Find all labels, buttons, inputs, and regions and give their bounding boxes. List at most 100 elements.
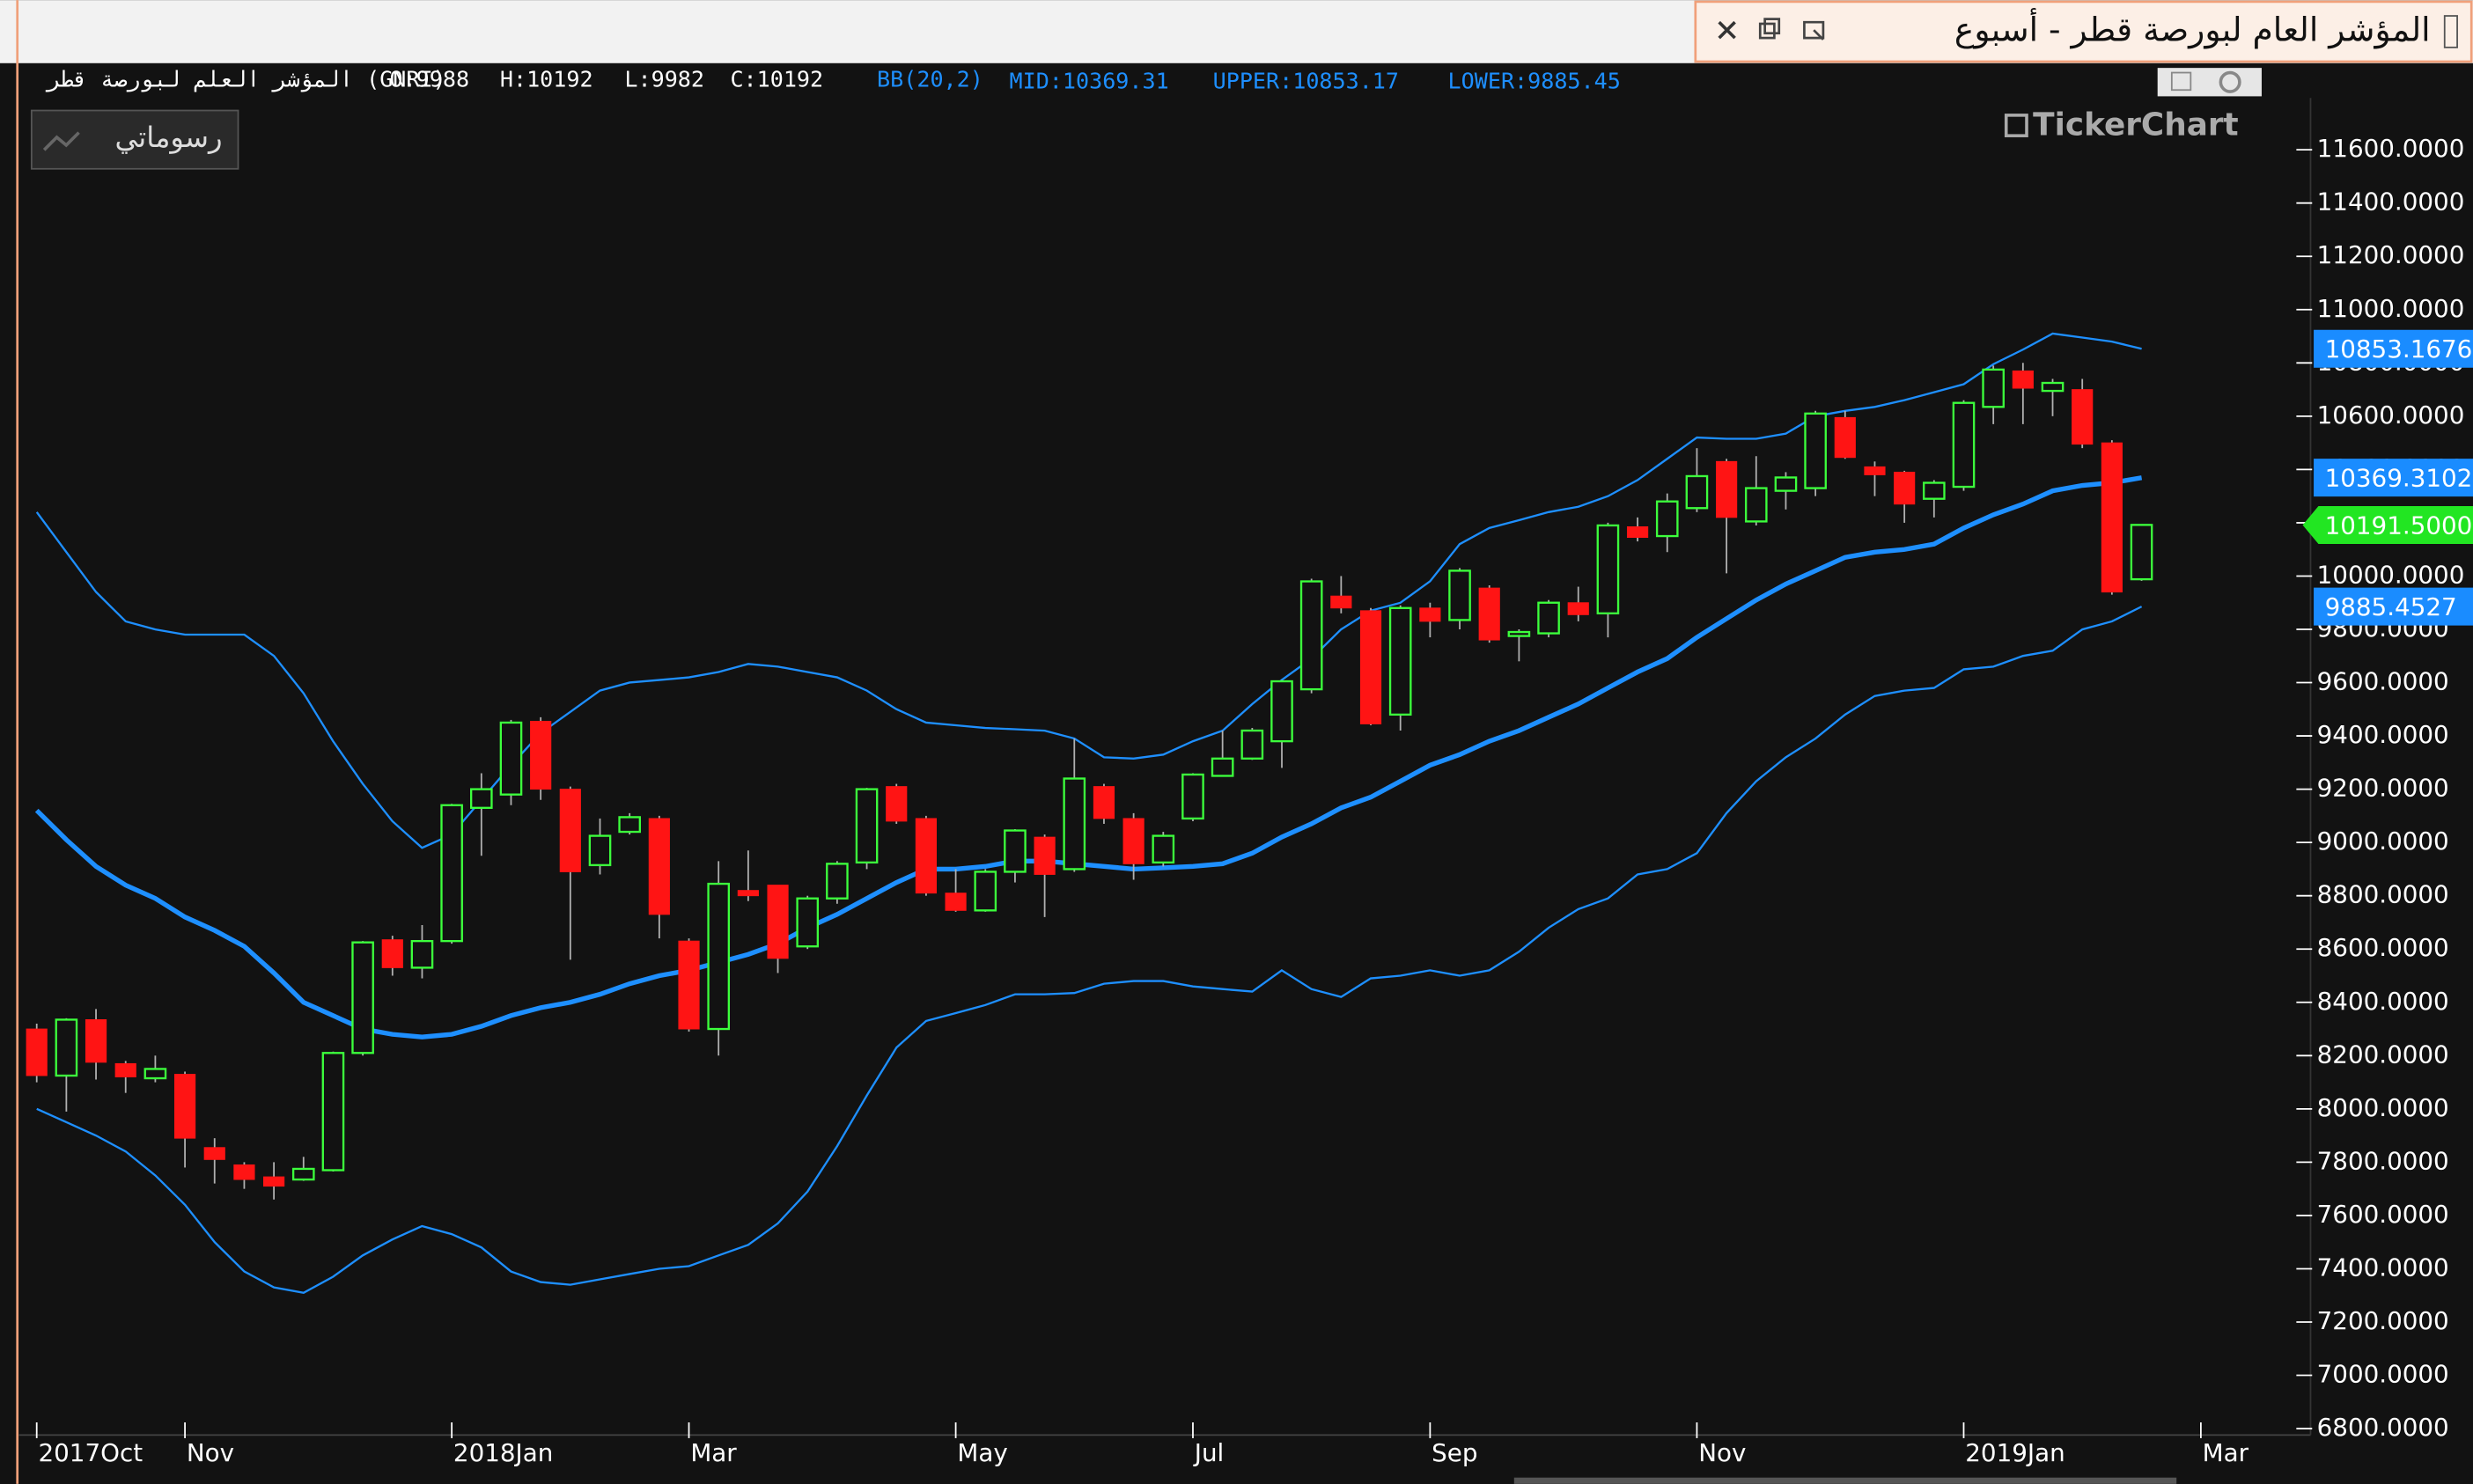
y-tick-label: 7200.0000 [2317,1306,2449,1335]
candle-body [291,1167,315,1181]
candle-body [974,871,997,912]
x-tick-label: Sep [1432,1438,1477,1467]
y-tick-label: 8000.0000 [2317,1093,2449,1122]
drawings-button[interactable] [30,109,239,170]
ohlc-high: H:10192 [500,66,593,92]
price-tag [2302,505,2473,544]
candle-body [381,939,403,968]
candle-body [1626,526,1649,539]
candle-body [440,804,463,943]
candle-body [144,1068,167,1080]
ohlc-open: O:9988 [389,66,469,92]
y-tick-label: 6800.0000 [2317,1413,2449,1442]
x-tick-label: Nov [1698,1438,1746,1467]
band-lower [36,606,2143,1294]
candle-body [2041,381,2065,393]
y-tick-label: 7000.0000 [2317,1360,2449,1389]
candle-body [1923,481,1946,500]
maximize-button[interactable] [2170,71,2192,92]
candle-body [321,1052,345,1172]
candle-body [1181,773,1204,820]
price-tag [2314,459,2473,497]
y-tick-label: 10000.0000 [2317,560,2465,589]
candle-body [1211,757,1234,777]
candle-body [410,939,434,969]
candle-body [1537,601,1560,635]
candle-body [173,1074,196,1139]
candle-body [2012,370,2034,389]
y-tick-label: 8800.0000 [2317,880,2449,909]
candle-body [1330,595,1352,609]
y-tick-label: 7600.0000 [2317,1200,2449,1229]
candle-body [2101,442,2123,593]
price-tag [2314,587,2473,626]
indicator-lower: LOWER:9885.45 [1448,68,1621,93]
candle-body [1270,680,1293,743]
candle-body [499,721,523,796]
candle-body [678,940,700,1030]
settings-button[interactable] [2219,70,2241,93]
candle-body [1567,602,1589,615]
candle-body [1093,786,1115,819]
candle-body [1716,460,1738,518]
candle-body [1240,729,1264,760]
band-middle [34,475,2143,1040]
drawings-icon [42,131,80,151]
y-tick-label: 11400.0000 [2317,187,2465,217]
close-icon[interactable] [1718,20,1736,40]
x-tick-label: Nov [187,1438,234,1467]
candle-body [1596,524,1620,615]
y-tick-label: 11200.0000 [2317,240,2465,269]
candle-body [2072,389,2094,445]
candle-body [1834,416,1856,459]
candle-body [1034,836,1056,875]
logo: TickerChart [2033,107,2238,143]
candle-body [469,788,493,809]
y-tick-label: 11600.0000 [2317,134,2465,163]
x-tick-label: May [957,1438,1007,1467]
y-tick-label: 8400.0000 [2317,987,2449,1016]
candle-body [618,816,641,834]
candle-body [826,863,849,900]
scrollbar[interactable] [1513,1477,2177,1484]
y-tick-label: 8200.0000 [2317,1040,2449,1069]
detach-icon[interactable] [1803,20,1825,40]
logo-icon [2004,114,2028,137]
band-upper [35,332,2142,849]
candle-body [351,941,374,1054]
drawings-label[interactable]: رسوماتي [114,121,222,154]
candle-body [737,890,759,897]
plot-area [26,332,2153,1294]
candle-body [114,1062,136,1077]
x-tick-label: Jul [1193,1438,1224,1467]
candle-body [1152,834,1175,864]
x-tick-label: 2018Jan [453,1438,553,1467]
candle-body [1894,471,1916,505]
candle-body [1774,476,1798,492]
y-tick-label: 7800.0000 [2317,1146,2449,1175]
candle-body [1744,487,1768,523]
candle-body [1478,587,1500,641]
y-tick-label: 8600.0000 [2317,933,2449,962]
candle-body [1952,401,1976,489]
y-tick-label: 7400.0000 [2317,1253,2449,1282]
candle-body [233,1164,255,1180]
candle-body [1004,829,1027,873]
y-tick-label: 11000.0000 [2317,294,2465,323]
restore-icon[interactable] [1758,18,1781,40]
candle-body [915,818,938,894]
x-tick-label: Mar [2203,1438,2249,1467]
candle-body [707,882,731,1031]
x-tick-label: 2017Oct [38,1438,143,1467]
candle-body [1507,630,1531,637]
y-tick-label: 9600.0000 [2317,667,2449,696]
candle-body [1299,580,1323,691]
candle-body [1122,818,1144,864]
ohlc-low: L:9982 [624,66,704,92]
window-title: المؤشر العام لبورصة قطر - أسبوع [1954,7,2431,48]
y-tick-label: 9200.0000 [2317,774,2449,803]
candle-body [55,1018,78,1077]
